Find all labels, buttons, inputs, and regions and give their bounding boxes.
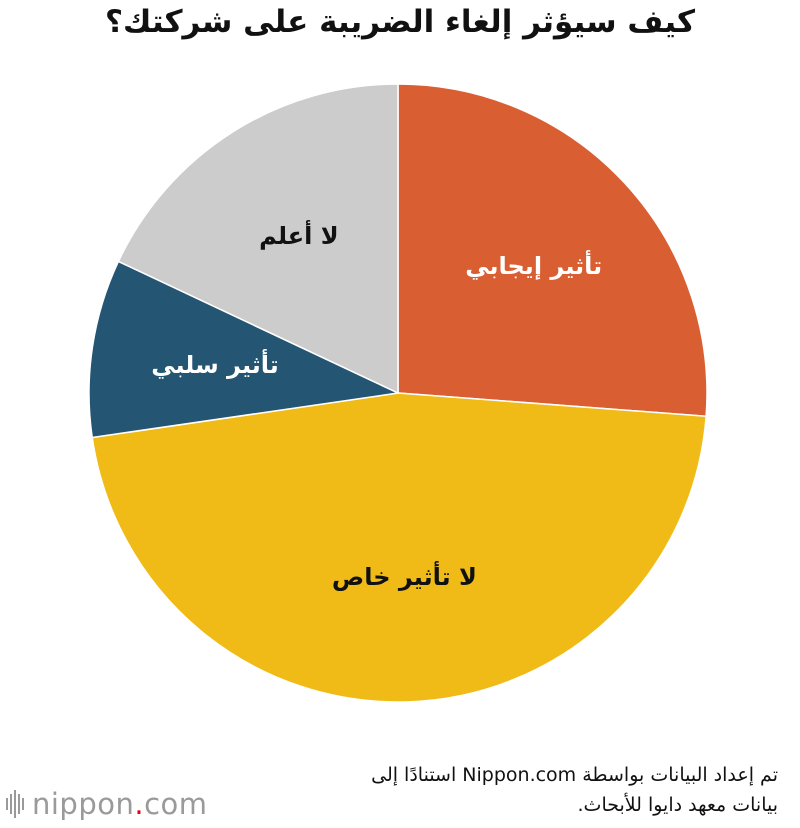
slice-label-2: تأثير سلبي — [151, 349, 279, 379]
pie-slice-0 — [397, 83, 708, 418]
pie-slice-1 — [91, 392, 707, 703]
pie-slice-3 — [117, 83, 399, 395]
slice-label-1: لا تأثير خاص — [332, 561, 477, 591]
chart-title: كيف سيؤثر إلغاء الضريبة على شركتك؟ — [105, 4, 695, 40]
pie-slice-2 — [88, 260, 401, 439]
source-note: تم إعداد البيانات بواسطة Nippon.com استن… — [238, 760, 778, 820]
source-line-2: بيانات معهد دايوا للأبحاث. — [577, 794, 778, 816]
slice-label-0: تأثير إيجابي — [465, 250, 602, 280]
nippon-logo: nippon.com — [6, 786, 208, 822]
logo-bars-icon — [6, 790, 24, 818]
logo-wordmark: nippon.com — [32, 787, 208, 821]
source-line-1: تم إعداد البيانات بواسطة Nippon.com استن… — [371, 764, 778, 786]
slice-label-3: لا أعلم — [259, 220, 338, 250]
